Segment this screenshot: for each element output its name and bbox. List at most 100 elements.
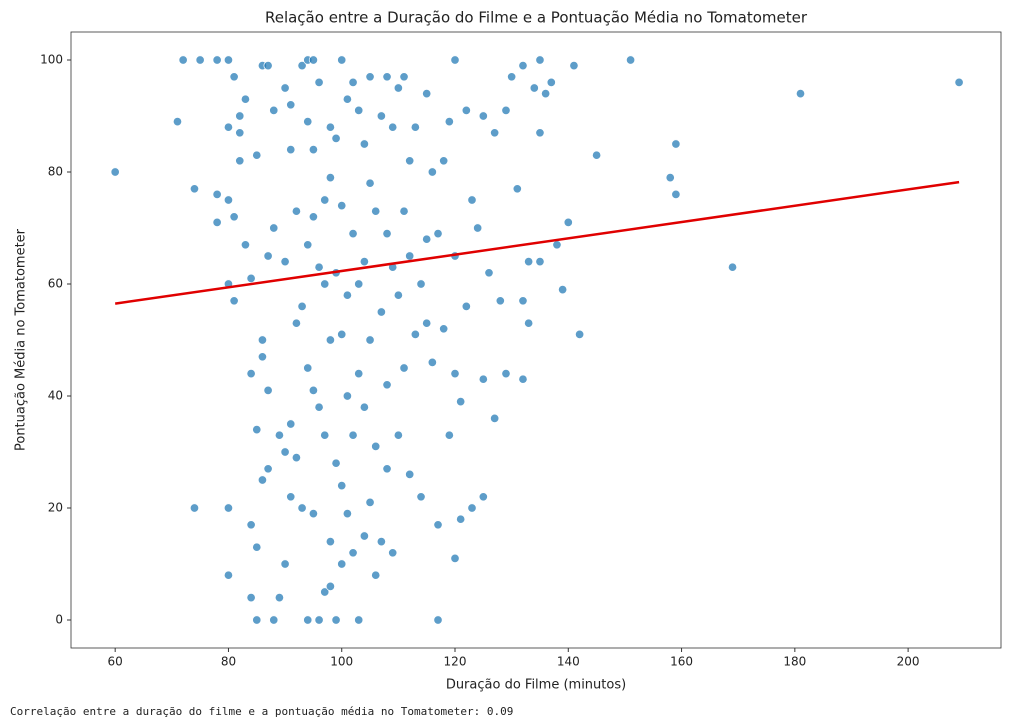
point	[178, 55, 188, 65]
point	[325, 581, 335, 591]
point	[529, 83, 539, 93]
point	[240, 94, 250, 104]
point	[286, 145, 296, 155]
point	[552, 240, 562, 250]
point	[405, 469, 415, 479]
point	[626, 55, 636, 65]
point	[331, 133, 341, 143]
point	[263, 251, 273, 261]
point	[473, 223, 483, 233]
trend-line	[114, 180, 960, 305]
console-output: Correlação entre a duração do filme e a …	[10, 705, 514, 718]
point	[433, 615, 443, 625]
point	[359, 257, 369, 267]
point	[280, 559, 290, 569]
point	[371, 570, 381, 580]
point	[399, 72, 409, 82]
point	[365, 497, 375, 507]
point	[365, 178, 375, 188]
point	[337, 329, 347, 339]
point	[563, 217, 573, 227]
point	[592, 150, 602, 160]
point	[314, 77, 324, 87]
point	[439, 156, 449, 166]
point	[246, 593, 256, 603]
point	[569, 61, 579, 71]
point	[427, 357, 437, 367]
y-tick-label: 100	[40, 53, 63, 67]
point	[524, 257, 534, 267]
point	[189, 184, 200, 194]
point	[291, 453, 301, 463]
point	[308, 212, 318, 222]
point	[257, 335, 267, 345]
point	[269, 615, 279, 625]
point	[257, 475, 267, 485]
point	[308, 509, 318, 519]
point	[422, 318, 432, 328]
point	[371, 206, 381, 216]
point	[456, 397, 466, 407]
point	[478, 492, 488, 502]
point	[410, 329, 420, 339]
point	[388, 122, 398, 132]
point	[303, 615, 313, 625]
point	[393, 290, 403, 300]
point	[337, 559, 347, 569]
point	[671, 189, 681, 199]
point	[223, 55, 234, 65]
point	[501, 105, 511, 115]
point	[665, 173, 675, 183]
point	[314, 262, 324, 272]
point	[405, 156, 415, 166]
point	[535, 257, 545, 267]
point	[410, 122, 420, 132]
x-tick-label: 200	[897, 655, 920, 669]
point	[348, 548, 358, 558]
point	[303, 117, 313, 127]
point	[671, 139, 681, 149]
point	[478, 111, 488, 121]
point	[450, 369, 460, 379]
point	[252, 425, 262, 435]
point	[467, 503, 477, 513]
x-tick-label: 180	[783, 655, 806, 669]
point	[280, 447, 290, 457]
y-tick-label: 40	[48, 389, 63, 403]
point	[223, 570, 234, 580]
point	[348, 229, 358, 239]
y-tick-label: 60	[48, 277, 63, 291]
x-tick-label: 100	[330, 655, 353, 669]
point	[546, 77, 556, 87]
point	[337, 201, 347, 211]
point	[235, 128, 245, 138]
point	[263, 464, 273, 474]
point	[501, 369, 511, 379]
point	[223, 122, 234, 132]
point	[371, 441, 381, 451]
chart: Relação entre a Duração do Filme e a Pon…	[14, 9, 1002, 693]
point	[484, 268, 494, 278]
point	[320, 430, 330, 440]
point	[405, 251, 415, 261]
point	[286, 419, 296, 429]
point	[269, 105, 279, 115]
point	[348, 77, 358, 87]
point	[359, 402, 369, 412]
point	[399, 206, 409, 216]
point	[274, 593, 284, 603]
point	[337, 55, 347, 65]
point	[444, 117, 454, 127]
point	[490, 413, 500, 423]
point	[342, 391, 352, 401]
point	[172, 117, 183, 127]
point	[507, 72, 517, 82]
point	[433, 229, 443, 239]
point	[512, 184, 522, 194]
y-tick-label: 0	[55, 613, 63, 627]
point	[541, 89, 551, 99]
point	[325, 335, 335, 345]
point	[212, 55, 222, 65]
point	[263, 385, 273, 395]
point	[257, 352, 267, 362]
